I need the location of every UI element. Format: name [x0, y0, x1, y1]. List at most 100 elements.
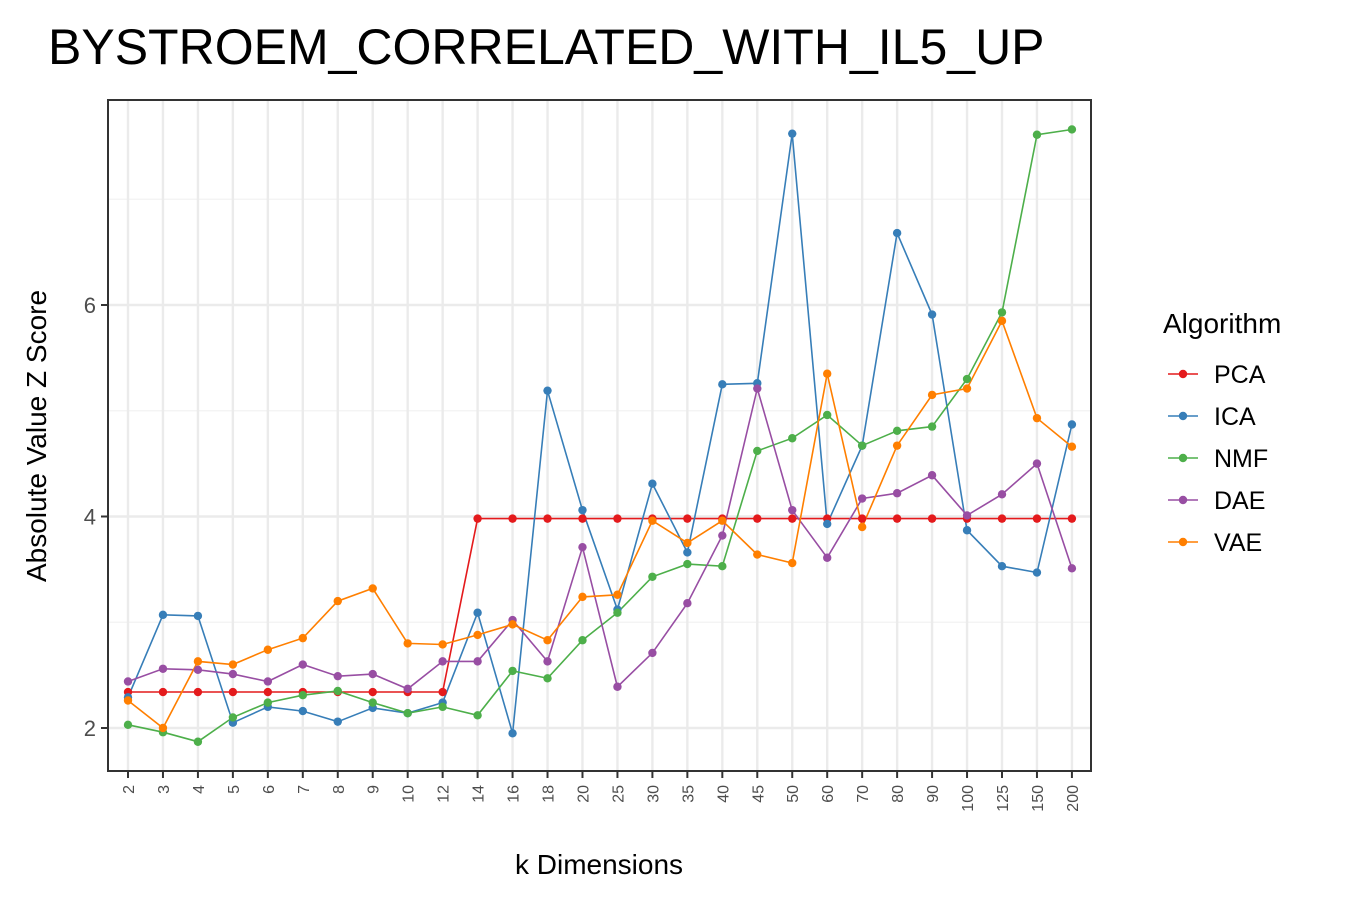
x-tick-label: 150 — [1030, 785, 1047, 812]
legend-label-pca: PCA — [1214, 361, 1266, 389]
data-point-vae — [263, 645, 273, 654]
data-point-vae — [368, 584, 377, 593]
data-point-dae — [1032, 459, 1042, 468]
data-point-vae — [543, 636, 552, 645]
data-point-vae — [962, 384, 972, 393]
data-point-ica — [158, 610, 168, 620]
data-point-nmf — [578, 636, 587, 645]
data-point-ica — [578, 505, 587, 515]
data-point-dae — [333, 671, 342, 681]
data-point-nmf — [403, 708, 412, 718]
x-axis: 2 3 4 5 6 7 8 9 10 12 14 16 18 20 25 30 35 40 45 50 60 70 80 90… — [121, 771, 1082, 812]
y-tick-label: 2 — [84, 716, 96, 741]
legend-marker-dae — [1178, 495, 1188, 505]
data-point-nmf — [333, 686, 342, 696]
x-tick-label: 12 — [436, 785, 453, 803]
legend-marker-nmf — [1178, 453, 1188, 463]
data-point-dae — [438, 657, 447, 666]
data-point-nmf — [438, 702, 447, 712]
data-point-ica — [683, 548, 692, 557]
data-point-ica — [718, 380, 727, 389]
data-point-pca — [1032, 514, 1042, 523]
x-tick-label: 16 — [506, 785, 523, 803]
x-tick-label: 40 — [715, 785, 732, 803]
data-point-vae — [648, 516, 657, 525]
data-point-vae — [193, 657, 203, 666]
data-point-nmf — [892, 426, 902, 436]
data-point-dae — [403, 684, 412, 694]
x-tick-label: 14 — [471, 785, 488, 803]
series-line-vae — [127, 318, 1073, 730]
legend: Algorithm PCA ICA NMF DAE VAE — [1163, 308, 1281, 557]
data-point-vae — [403, 639, 412, 648]
data-point-ica — [1032, 568, 1042, 577]
data-point-vae — [473, 630, 482, 640]
series-line-ica — [127, 133, 1073, 734]
data-point-ica — [298, 706, 307, 716]
data-point-pca — [753, 514, 762, 523]
data-point-ica — [333, 717, 342, 726]
data-point-pca — [368, 687, 377, 697]
grid — [108, 100, 1091, 771]
data-point-nmf — [613, 608, 622, 617]
data-point-pca — [578, 514, 587, 523]
data-point-nmf — [718, 562, 727, 571]
data-point-ica — [892, 228, 902, 238]
data-point-dae — [263, 677, 273, 686]
data-point-dae — [648, 648, 657, 658]
legend-label-dae: DAE — [1214, 487, 1265, 515]
x-tick-label: 35 — [680, 785, 697, 803]
data-point-dae — [927, 471, 937, 480]
data-point-nmf — [543, 674, 552, 683]
x-tick-label: 8 — [331, 785, 348, 794]
data-point-pca — [228, 687, 238, 697]
x-tick-label: 4 — [191, 785, 208, 794]
data-point-ica — [997, 562, 1007, 571]
data-point-pca — [683, 514, 692, 523]
data-point-nmf — [753, 446, 762, 456]
x-tick-label: 90 — [925, 785, 942, 803]
data-point-pca — [1067, 514, 1077, 523]
data-point-dae — [962, 511, 972, 520]
x-tick-label: 18 — [541, 785, 558, 803]
data-point-dae — [368, 669, 377, 679]
data-point-vae — [438, 640, 447, 649]
data-point-ica — [788, 129, 797, 138]
data-point-pca — [997, 514, 1007, 523]
x-tick-label: 100 — [960, 785, 977, 812]
data-point-dae — [857, 494, 867, 503]
data-point-pca — [788, 514, 797, 523]
x-tick-label: 9 — [366, 785, 383, 794]
x-axis-title: k Dimensions — [515, 849, 683, 880]
data-point-pca — [263, 687, 273, 697]
y-tick-label: 4 — [84, 505, 96, 530]
x-tick-label: 30 — [645, 785, 662, 803]
data-point-nmf — [123, 720, 133, 730]
x-tick-label: 6 — [261, 785, 278, 794]
data-point-pca — [543, 514, 552, 523]
data-point-vae — [718, 516, 727, 525]
x-tick-label: 25 — [610, 785, 627, 803]
data-point-vae — [1032, 413, 1042, 423]
data-point-ica — [962, 526, 972, 535]
data-point-pca — [508, 514, 517, 523]
data-point-vae — [683, 538, 692, 548]
legend-label-vae: VAE — [1214, 529, 1262, 557]
data-point-dae — [788, 505, 797, 515]
data-point-pca — [613, 514, 622, 523]
series-line-dae — [127, 385, 1073, 690]
data-point-ica — [1067, 420, 1077, 429]
data-point-dae — [543, 657, 552, 666]
data-point-nmf — [368, 698, 377, 707]
data-point-nmf — [473, 711, 482, 720]
y-axis: 2 4 6 — [84, 293, 108, 741]
data-point-nmf — [927, 422, 937, 431]
x-tick-label: 60 — [820, 785, 837, 803]
data-point-dae — [228, 669, 238, 679]
data-point-nmf — [997, 308, 1007, 317]
chart-title: BYSTROEM_CORRELATED_WITH_IL5_UP — [48, 19, 1045, 75]
x-tick-label: 20 — [575, 785, 592, 803]
data-point-ica — [648, 479, 657, 488]
plot-panel — [107, 99, 1092, 772]
data-point-ica — [473, 608, 482, 617]
